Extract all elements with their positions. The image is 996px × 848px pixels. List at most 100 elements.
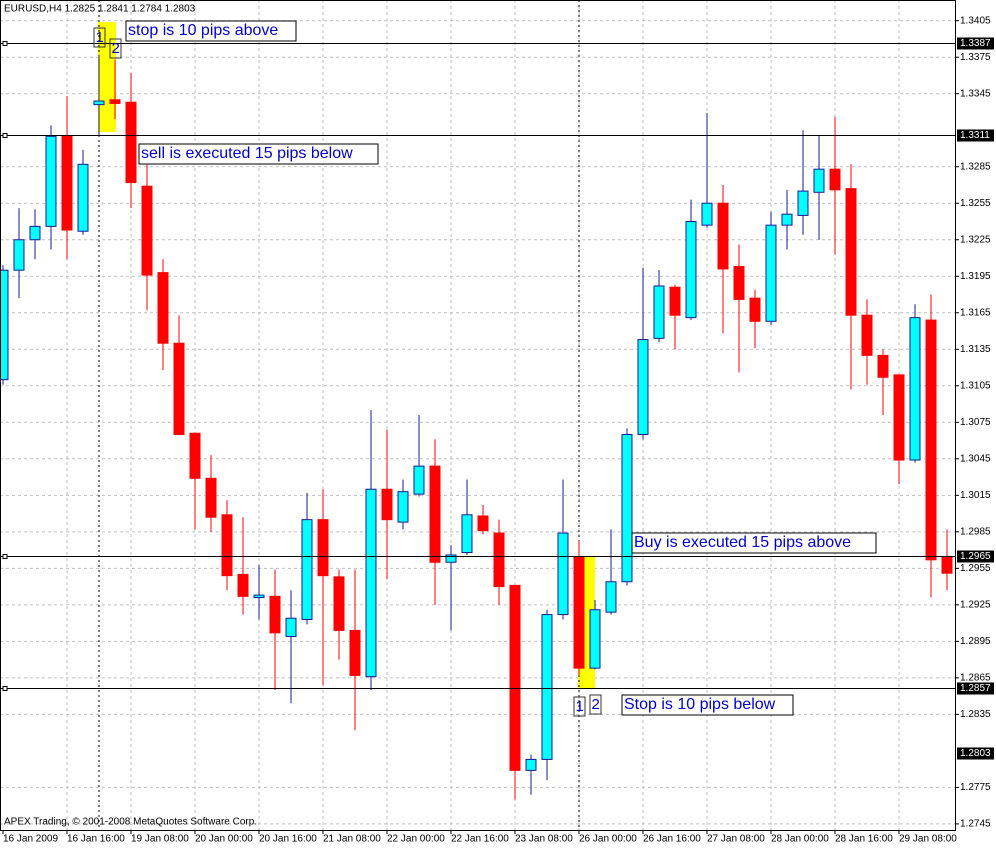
candle-body: [125, 101, 137, 184]
y-tick-label: 1.3345: [960, 88, 991, 99]
candle-body: [589, 609, 601, 669]
candle-body: [301, 519, 313, 620]
candle-body: [877, 354, 889, 378]
candle-body: [365, 488, 377, 678]
price-line-handle: [2, 554, 8, 559]
annotation-box: [631, 532, 877, 554]
x-tick-label: 20 Jan 00:00: [195, 834, 253, 845]
y-tick-label: 1.2835: [960, 709, 991, 720]
x-tick-label: 26 Jan 16:00: [643, 834, 701, 845]
candle-body: [269, 595, 281, 634]
footer: APEX Trading, © 2001-2008 MetaQuotes Sof…: [4, 817, 257, 828]
candle-body: [141, 185, 153, 276]
annotation-box: [621, 694, 794, 716]
candle-body: [925, 319, 937, 561]
candle-body: [525, 758, 537, 771]
candle-body: [685, 220, 697, 319]
candle-body: [557, 532, 569, 616]
candle-body: [669, 286, 681, 316]
marker-box: [109, 38, 122, 59]
candle-body: [333, 576, 345, 631]
y-tick-label: 1.3255: [960, 198, 991, 209]
candle-body: [861, 314, 873, 356]
candle-body: [477, 515, 489, 532]
candle-body: [429, 465, 441, 563]
candle-body: [317, 519, 329, 577]
annotation: sell is executed 15 pips below: [141, 145, 353, 162]
x-tick-label: 22 Jan 16:00: [451, 834, 509, 845]
x-tick-label: 26 Jan 00:00: [579, 834, 637, 845]
candle-body: [29, 225, 41, 241]
candle-body: [829, 168, 841, 191]
x-tick-label: 23 Jan 08:00: [515, 834, 573, 845]
y-tick-label: 1.3045: [960, 453, 991, 464]
candle-body: [397, 491, 409, 523]
x-tick-label: 28 Jan 16:00: [835, 834, 893, 845]
candle-body: [253, 594, 265, 599]
candle-body: [157, 272, 169, 344]
marker-box: [573, 696, 586, 717]
price-box-label: 1.2857: [960, 683, 991, 694]
candle-body: [701, 202, 713, 226]
candle-body: [413, 465, 425, 495]
candle-body: [221, 514, 233, 577]
price-box: [957, 550, 994, 563]
candle-body: [909, 317, 921, 461]
y-tick-label: 1.3165: [960, 307, 991, 318]
marker-label: 1: [576, 698, 584, 715]
marker-box: [93, 27, 106, 48]
x-tick-label: 16 Jan 16:00: [67, 834, 125, 845]
bid-box: [957, 747, 994, 760]
candle-body: [381, 488, 393, 521]
candles: [0, 54, 953, 800]
candle-body: [733, 266, 745, 300]
y-tick-label: 1.3105: [960, 380, 991, 391]
marker-label: 2: [112, 40, 120, 57]
candle-body: [765, 224, 777, 322]
candle-body: [653, 285, 665, 339]
candle-body: [349, 629, 361, 676]
y-tick-label: 1.3285: [960, 161, 991, 172]
bid-label: 1.2803: [960, 748, 991, 759]
candle-body: [621, 433, 633, 583]
candle-body: [285, 617, 297, 637]
y-tick-label: 1.3135: [960, 344, 991, 355]
x-tick-label: 28 Jan 00:00: [771, 834, 829, 845]
x-tick-label: 29 Jan 08:00: [899, 834, 957, 845]
candle-body: [205, 477, 217, 518]
candle-body: [941, 556, 953, 574]
candle-body: [845, 188, 857, 316]
candle-body: [493, 532, 505, 588]
candle-body: [749, 297, 761, 322]
price-line-handle: [2, 686, 8, 691]
candle-body: [109, 99, 121, 104]
price-line-handle: [2, 133, 8, 138]
candle-body: [77, 163, 89, 232]
annotation: Stop is 10 pips below: [624, 696, 776, 713]
candle-body: [93, 100, 105, 106]
x-tick-label: 21 Jan 08:00: [323, 834, 381, 845]
x-tick-label: 22 Jan 00:00: [387, 834, 445, 845]
y-tick-label: 1.2775: [960, 782, 991, 793]
y-tick-label: 1.2985: [960, 526, 991, 537]
y-tick-label: 1.3405: [960, 15, 991, 26]
plot-frame: [0, 0, 956, 831]
annotation: Buy is executed 15 pips above: [634, 534, 851, 551]
candle-body: [237, 573, 249, 597]
candle-body: [173, 342, 185, 435]
candle-body: [445, 554, 457, 563]
price-box: [957, 129, 994, 142]
candle-body: [45, 135, 57, 227]
overlay: 1.3387 1.3311 1.2965 1.2857 1.2803 stop is 10…: [0, 20, 994, 760]
price-box: [957, 37, 994, 50]
x-tick-label: 27 Jan 08:00: [707, 834, 765, 845]
price-box-label: 1.3387: [960, 38, 991, 49]
x-tick-label: 16 Jan 2009: [3, 834, 58, 845]
candle-body: [0, 269, 9, 381]
y-tick-label: 1.3075: [960, 417, 991, 428]
y-tick-label: 1.3375: [960, 52, 991, 63]
candle-body: [605, 581, 617, 613]
candle-body: [61, 135, 73, 231]
